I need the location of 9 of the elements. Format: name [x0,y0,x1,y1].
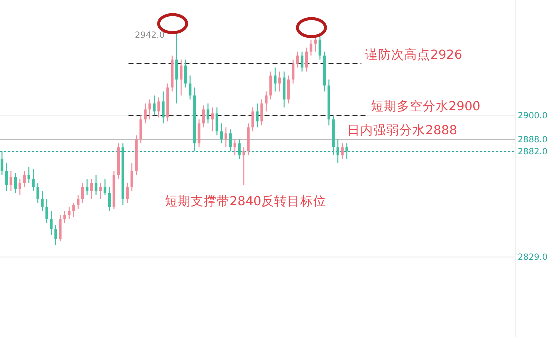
ref-line-label: 谨防次高点2926 [366,46,463,62]
annotation: 2942.0 [135,30,165,41]
y-tick-label: 2882.0 [518,148,548,158]
ref-line-label: 日内强弱分水2888 [348,122,458,138]
ref-line-label: 短期多空分水2900 [370,98,481,114]
y-tick-label: 2888.0 [518,136,548,146]
annotation: 短期支撑带2840反转目标位 [164,194,327,209]
y-tick-label: 2829.0 [518,253,548,264]
y-tick-label: 2900.0 [518,112,548,122]
